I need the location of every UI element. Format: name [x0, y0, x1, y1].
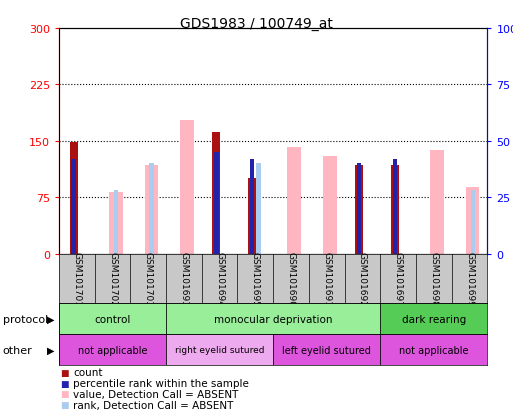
Text: ■: ■ — [60, 379, 68, 388]
Text: GSM101692: GSM101692 — [358, 252, 367, 306]
Text: control: control — [94, 314, 131, 324]
Text: GDS1983 / 100749_at: GDS1983 / 100749_at — [180, 17, 333, 31]
Bar — [470, 191, 475, 254]
Text: GSM101691: GSM101691 — [322, 252, 331, 306]
Text: GSM101697: GSM101697 — [393, 252, 403, 306]
Bar — [214, 153, 219, 254]
Text: left eyelid sutured: left eyelid sutured — [282, 345, 371, 355]
Text: GSM101695: GSM101695 — [251, 252, 260, 306]
Text: not applicable: not applicable — [78, 345, 147, 355]
Bar — [256, 164, 261, 254]
Bar — [430, 150, 444, 254]
Text: value, Detection Call = ABSENT: value, Detection Call = ABSENT — [73, 389, 239, 399]
Text: GSM101698: GSM101698 — [429, 252, 438, 306]
Text: ■: ■ — [60, 400, 68, 409]
Bar — [212, 133, 221, 254]
Bar — [248, 179, 256, 254]
Bar — [380, 304, 487, 335]
Text: ■: ■ — [60, 368, 68, 377]
Text: not applicable: not applicable — [399, 345, 468, 355]
Text: dark rearing: dark rearing — [402, 314, 466, 324]
Bar — [109, 192, 123, 254]
Text: GSM101701: GSM101701 — [72, 252, 82, 306]
Bar — [181, 121, 194, 254]
Bar — [323, 157, 337, 254]
Text: GSM101693: GSM101693 — [180, 252, 188, 306]
Bar — [466, 188, 480, 254]
Bar — [166, 335, 273, 366]
Bar — [393, 159, 397, 254]
Bar — [149, 164, 153, 254]
Text: right eyelid sutured: right eyelid sutured — [175, 346, 264, 354]
Text: GSM101702: GSM101702 — [108, 252, 117, 306]
Text: count: count — [73, 368, 103, 377]
Text: GSM101703: GSM101703 — [144, 252, 153, 306]
Text: monocular deprivation: monocular deprivation — [214, 314, 332, 324]
Bar — [59, 335, 166, 366]
Bar — [166, 304, 380, 335]
Text: ▶: ▶ — [47, 314, 54, 324]
Bar — [113, 191, 118, 254]
Text: GSM101690: GSM101690 — [287, 252, 295, 306]
Text: GSM101699: GSM101699 — [465, 252, 474, 306]
Bar — [287, 147, 301, 254]
Text: GSM101694: GSM101694 — [215, 252, 224, 306]
Text: percentile rank within the sample: percentile rank within the sample — [73, 378, 249, 388]
Text: rank, Detection Call = ABSENT: rank, Detection Call = ABSENT — [73, 400, 234, 410]
Bar — [356, 166, 363, 254]
Text: other: other — [3, 345, 32, 355]
Bar — [145, 166, 158, 254]
Text: ■: ■ — [60, 389, 68, 399]
Bar — [357, 164, 361, 254]
Bar — [250, 159, 254, 254]
Bar — [391, 166, 399, 254]
Bar — [380, 335, 487, 366]
Text: protocol: protocol — [3, 314, 48, 324]
Text: ▶: ▶ — [47, 345, 54, 355]
Bar — [59, 304, 166, 335]
Bar — [273, 335, 380, 366]
Bar — [71, 159, 76, 254]
Bar — [70, 143, 77, 254]
